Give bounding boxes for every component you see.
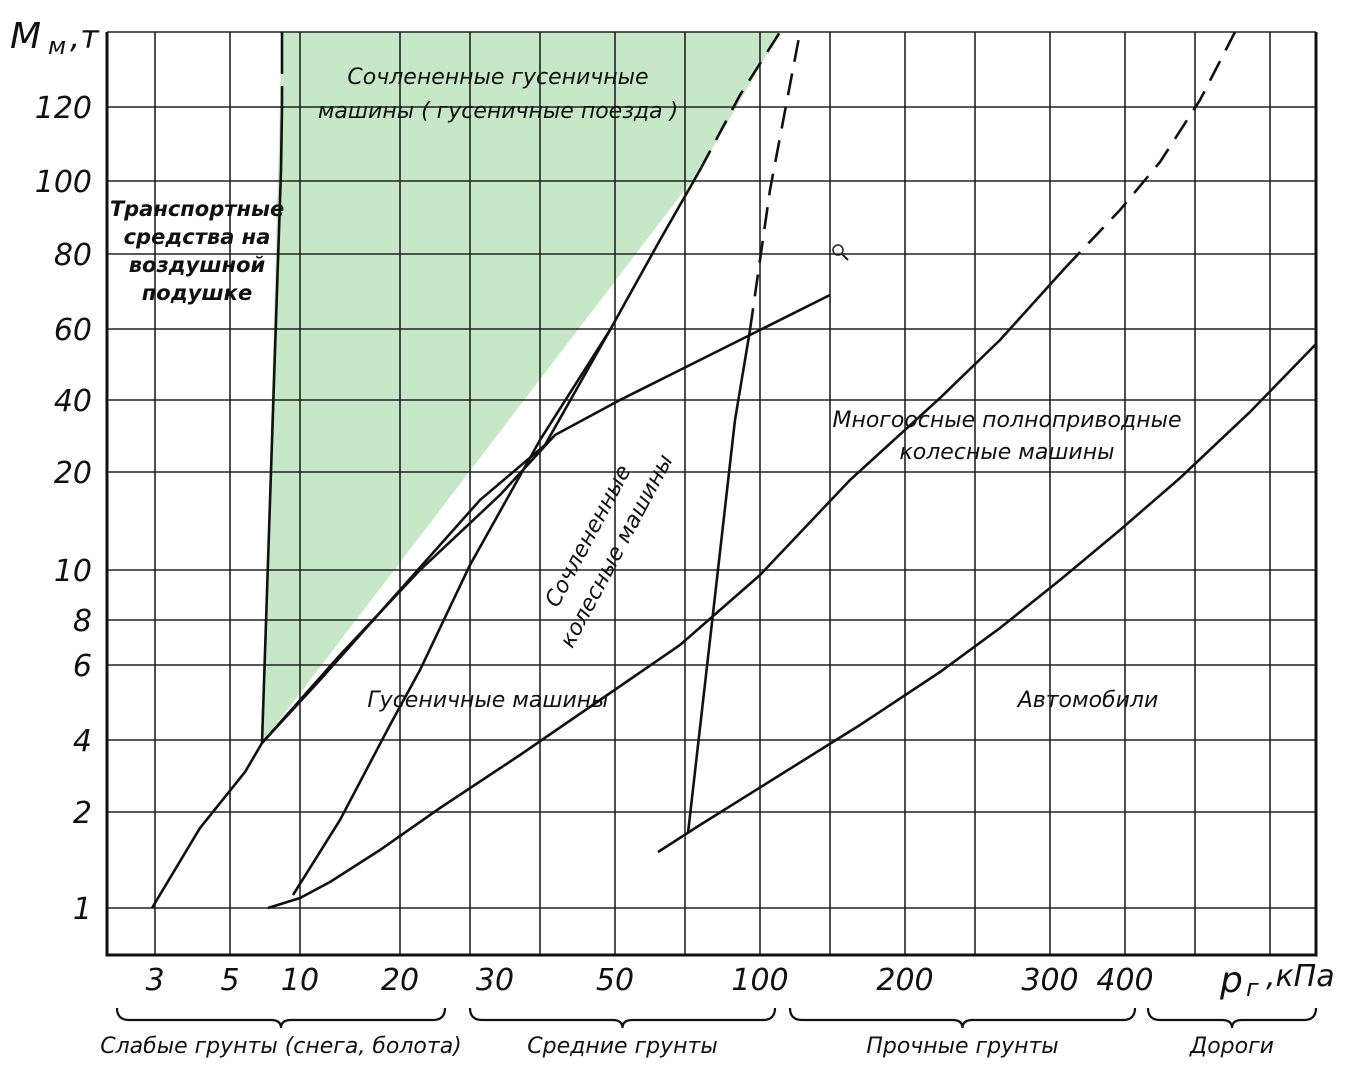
zone-label: Прочные грунты [866,1034,1058,1059]
x-tick-label: 50 [596,963,634,998]
x-tick-label: 30 [476,963,514,998]
annotation-tracked-trains-line1: Сочлененные гусеничные [347,65,648,90]
annotation-hovercraft-line4: подушке [142,281,252,305]
annotation-multiaxle: Многоосные полноприводные колесные машин… [832,408,1181,465]
annotation-multiaxle-line1: Многоосные полноприводные [832,408,1181,433]
curves [150,31,1317,910]
annotation-tracked-trains: Сочлененные гусеничные машины ( гусеничн… [318,65,678,124]
annotation-cars: Автомобили [1016,688,1159,713]
y-tick-label: 60 [54,313,92,348]
y-tick-label: 100 [35,165,92,200]
y-tick-label: 2 [73,796,92,831]
annotation-tracked-trains-line2: машины ( гусеничные поезда ) [318,99,678,124]
series-line-cars [657,343,1317,854]
annotation-hovercraft: Транспортные средства на воздушной подуш… [110,197,284,305]
zone-label: Дороги [1189,1034,1274,1059]
plot-frame [105,32,1318,957]
y-tick-labels: 1 2 4 6 8 10 20 40 60 80 100 120 [35,91,92,927]
series-line-multiaxle [686,329,752,834]
series-line-articulated-wheeled [150,293,831,909]
x-zones: Слабые грунты (снега, болота) Средние гру… [100,1007,1318,1059]
series-line-tracked-trains [261,169,702,744]
y-tick-label: 8 [73,604,92,639]
y-tick-label: 10 [54,554,92,589]
y-tick-label: 4 [73,724,92,759]
series-line-tracked-trains-dashed [698,31,782,171]
x-tick-labels: 3 5 10 20 30 50 100 200 300 400 [145,963,1153,998]
zone-brace [468,1007,777,1029]
zone-brace [788,1007,1137,1029]
x-tick-label: 100 [731,963,788,998]
x-axis-title-sub: г [1246,974,1259,1002]
y-tick-label: 6 [73,649,92,684]
zone-label: Слабые грунты (снега, болота) [100,1034,462,1059]
annotation-tracked: Гусеничные машины [367,688,608,713]
y-axis-title-sub: м [48,32,66,60]
series-line-tracked-lower-dashed [1064,31,1237,269]
x-tick-label: 400 [1096,963,1153,998]
y-tick-label: 1 [73,892,92,927]
y-tick-label: 40 [54,384,92,419]
x-tick-label: 3 [145,963,164,998]
shaded-region-tracked-trains [262,32,780,743]
x-axis-title-unit: ,кПа [1266,959,1335,994]
x-axis-title: р г ,кПа [1219,959,1335,1002]
annotation-hovercraft-line2: средства на [124,225,271,249]
x-tick-label: 5 [220,963,239,998]
series-line-tracked [291,329,612,896]
zone-label: Средние грунты [527,1034,717,1059]
annotation-hovercraft-line1: Транспортные [110,197,284,221]
x-tick-label: 10 [281,963,319,998]
y-tick-label: 20 [54,456,92,491]
y-tick-label: 80 [54,238,92,273]
series-line-multiaxle-dashed [748,31,802,331]
y-axis-title-unit: ,т [70,18,100,56]
zone-brace [115,1007,447,1029]
series-line-tracked-lower [267,267,1066,910]
x-tick-label: 300 [1021,963,1078,998]
annotation-hovercraft-line3: воздушной [129,253,266,277]
y-axis-title: М м ,т [10,16,100,60]
y-tick-label: 120 [35,91,92,126]
zone-brace [1146,1007,1318,1029]
x-tick-label: 200 [876,963,933,998]
annotation-multiaxle-line2: колесные машины [900,440,1115,465]
magnifier-cursor-icon [832,244,849,261]
grid [107,32,1316,955]
x-axis-title-main: р [1219,960,1243,1001]
series-line-hovercraft-solid [260,107,284,744]
x-tick-label: 20 [381,963,419,998]
y-axis-title-main: М [10,16,41,57]
